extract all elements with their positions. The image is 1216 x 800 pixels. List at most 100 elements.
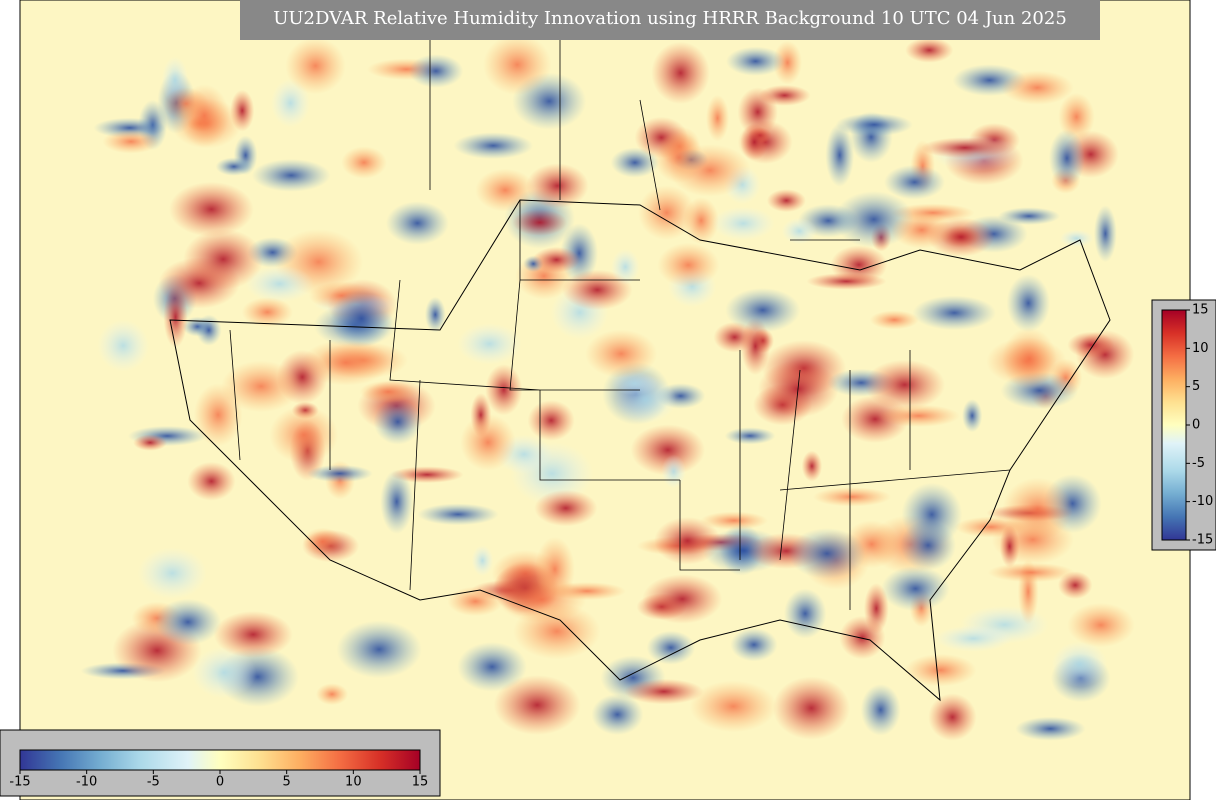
field-blob — [97, 319, 150, 372]
field-blob — [642, 574, 723, 624]
field-blob — [864, 359, 946, 410]
colorbar-tick-label: 5 — [283, 775, 291, 790]
field-blob — [962, 399, 983, 433]
field-blob — [460, 414, 516, 471]
field-blob — [315, 683, 349, 706]
field-blob — [999, 525, 1020, 568]
field-blob — [154, 598, 222, 646]
field-blob — [711, 206, 775, 241]
title-box — [240, 0, 1100, 40]
field-blob — [187, 461, 236, 501]
field-blob — [1015, 716, 1086, 741]
colorbar-tick-label: -5 — [1192, 456, 1205, 471]
field-blob — [245, 265, 314, 303]
colorbar-tick-label: 10 — [1192, 341, 1209, 356]
field-blob — [133, 434, 168, 451]
field-blob — [766, 189, 806, 213]
field-blob — [336, 620, 422, 679]
field-blob — [359, 380, 418, 403]
colorbar — [1161, 309, 1187, 541]
colorbar-tick-label: -15 — [1192, 533, 1213, 548]
field-blob — [302, 527, 343, 556]
field-blob — [614, 375, 677, 424]
field-blob — [689, 680, 778, 733]
colorbar-tick-label: -10 — [1192, 494, 1213, 509]
field-blob — [783, 588, 827, 639]
colorbar-tick-label: 5 — [1192, 379, 1200, 394]
field-blob — [301, 339, 391, 386]
field-blob — [812, 487, 892, 507]
field-blob — [730, 628, 778, 662]
field-blob — [905, 37, 954, 63]
field-blob — [726, 46, 786, 76]
field-blob — [891, 211, 953, 249]
field-blob — [269, 405, 339, 464]
field-blob — [610, 248, 640, 285]
field-blob — [493, 675, 581, 735]
field-blob — [863, 583, 889, 634]
field-blob — [1059, 229, 1094, 248]
field-blob — [527, 400, 575, 441]
colorbar-tick-label: 15 — [1192, 303, 1209, 318]
colorbar-tick-label: -10 — [76, 775, 97, 790]
field-blob — [251, 158, 331, 192]
field-blob — [997, 207, 1060, 225]
field-blob — [705, 94, 730, 142]
field-blob — [526, 163, 589, 209]
state-borders — [229, 0, 1011, 610]
field-blob — [213, 611, 293, 658]
field-blob — [912, 295, 997, 331]
field-blob — [1048, 129, 1086, 188]
field-blob — [758, 84, 811, 106]
field-blob — [471, 545, 494, 577]
field-blob — [390, 466, 464, 484]
field-blob — [869, 310, 919, 330]
field-blob — [191, 646, 257, 699]
field-blob — [241, 297, 293, 328]
field-blob — [137, 547, 207, 600]
field-blob — [624, 678, 704, 705]
field-blob — [657, 242, 720, 288]
field-blob — [485, 364, 523, 416]
field-blob — [651, 41, 710, 105]
field-blob — [610, 147, 660, 178]
field-blob — [270, 78, 311, 128]
field-blob — [102, 129, 160, 154]
field-blob — [497, 576, 587, 623]
field-blob — [725, 287, 801, 333]
field-blob — [417, 503, 499, 526]
field-blob — [1000, 70, 1074, 105]
colorbar-tick-label: -15 — [9, 775, 30, 790]
field-blob — [630, 424, 706, 476]
colorbar-tick-label: 0 — [216, 775, 224, 790]
field-blob — [179, 84, 230, 148]
field-blob — [1058, 92, 1095, 141]
field-blob — [341, 146, 387, 179]
colorbar-tick-label: 15 — [412, 775, 429, 790]
colorbar-tick-label: 0 — [1192, 418, 1200, 433]
field-blob — [928, 693, 977, 741]
field-blob — [773, 40, 802, 85]
country-outline — [169, 199, 1111, 702]
field-blob — [534, 489, 598, 527]
field-blob — [585, 329, 658, 378]
field-blob — [646, 630, 696, 665]
field-blob — [1006, 274, 1051, 333]
field-blob — [457, 642, 527, 692]
map-title: UU2DVAR Relative Humidity Innovation usi… — [273, 8, 1067, 29]
field-blob — [215, 157, 253, 176]
field-blob — [860, 684, 901, 736]
field-blob — [830, 245, 888, 285]
field-blob — [835, 113, 913, 137]
field-blob — [483, 34, 552, 96]
field-blob — [901, 482, 963, 547]
field-blob — [221, 360, 302, 413]
field-blob — [330, 289, 393, 348]
field-blob — [801, 450, 823, 482]
field-blob — [532, 246, 581, 273]
field-blob — [825, 123, 855, 187]
colorbar — [19, 749, 421, 771]
field-blob — [1067, 602, 1135, 648]
field-blob — [904, 653, 977, 687]
field-blob — [453, 132, 534, 160]
